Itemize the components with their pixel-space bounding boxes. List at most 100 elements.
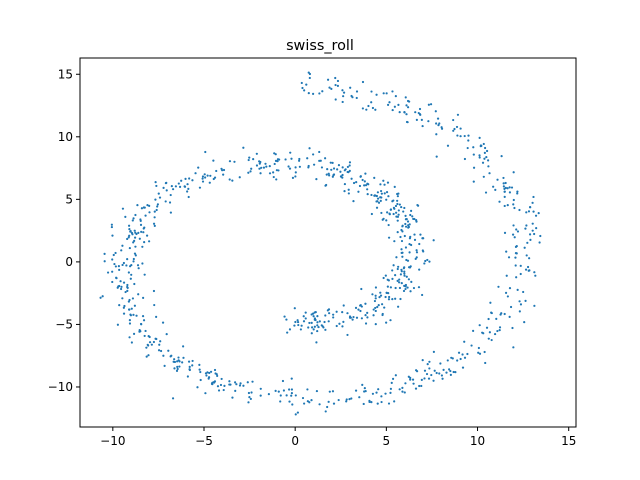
scatter-point — [122, 281, 126, 284]
scatter-point — [349, 86, 352, 89]
scatter-point — [290, 388, 294, 391]
scatter-point — [406, 220, 410, 223]
scatter-point — [470, 344, 473, 347]
scatter-point — [296, 320, 300, 324]
scatter-point — [466, 146, 469, 150]
scatter-point — [502, 176, 505, 180]
scatter-point — [384, 274, 387, 277]
scatter-point — [509, 305, 513, 309]
scatter-point — [322, 326, 325, 329]
scatter-point — [415, 251, 419, 254]
scatter-point — [126, 285, 129, 289]
scatter-point — [355, 316, 359, 319]
scatter-point — [404, 218, 408, 221]
scatter-point — [272, 171, 275, 174]
scatter-point — [526, 241, 529, 244]
scatter-point — [385, 219, 388, 222]
scatter-point — [332, 316, 335, 319]
x-axis-ticks: −10 −5 0 5 10 15 — [100, 427, 576, 448]
scatter-point — [312, 328, 315, 331]
scatter-point — [133, 252, 137, 255]
scatter-point — [426, 363, 429, 366]
scatter-point — [448, 368, 451, 371]
scatter-point — [393, 207, 396, 210]
scatter-point — [164, 182, 167, 185]
scatter-point — [375, 206, 379, 209]
scatter-point — [274, 389, 277, 393]
scatter-point — [382, 179, 385, 182]
scatter-point — [406, 99, 410, 103]
scatter-point — [377, 304, 380, 307]
scatter-point — [305, 83, 308, 86]
scatter-point — [347, 192, 350, 195]
scatter-point — [518, 310, 521, 313]
scatter-point — [522, 290, 525, 294]
scatter-point — [352, 200, 355, 203]
scatter-point — [361, 80, 365, 84]
scatter-point — [403, 270, 406, 273]
scatter-point — [348, 161, 352, 164]
scatter-point — [526, 265, 530, 269]
scatter-point — [418, 268, 421, 271]
scatter-point — [196, 386, 199, 389]
scatter-point — [461, 353, 464, 356]
scatter-point — [355, 96, 358, 100]
scatter-point — [209, 370, 213, 373]
scatter-point — [423, 262, 426, 265]
scatter-point — [142, 227, 145, 230]
scatter-point — [405, 258, 408, 262]
scatter-point — [153, 224, 156, 227]
scatter-point — [284, 158, 287, 161]
scatter-point — [441, 377, 444, 380]
scatter-point — [129, 230, 132, 233]
scatter-point — [258, 162, 261, 165]
scatter-point — [361, 383, 364, 386]
scatter-point — [319, 159, 322, 162]
scatter-point — [286, 331, 289, 334]
scatter-point — [406, 259, 410, 262]
scatter-point — [449, 373, 452, 376]
scatter-point — [145, 346, 148, 349]
scatter-point — [293, 307, 296, 310]
scatter-point — [228, 380, 231, 383]
scatter-point — [384, 295, 387, 299]
scatter-point — [294, 166, 297, 169]
scatter-point — [180, 179, 183, 182]
scatter-point — [341, 173, 344, 177]
scatter-point — [383, 183, 386, 186]
scatter-point — [114, 251, 117, 255]
scatter-point — [155, 184, 158, 188]
scatter-point — [404, 246, 408, 249]
scatter-point — [129, 277, 132, 280]
scatter-point — [366, 316, 369, 319]
scatter-point — [170, 185, 173, 188]
scatter-point — [205, 374, 208, 377]
scatter-point — [421, 237, 424, 240]
scatter-point — [341, 89, 344, 92]
scatter-point — [503, 204, 506, 208]
scatter-point — [336, 168, 339, 171]
scatter-point — [324, 184, 327, 187]
scatter-point — [365, 108, 368, 111]
scatter-point — [141, 245, 144, 248]
scatter-point — [183, 185, 186, 188]
scatter-point — [531, 222, 534, 225]
scatter-point — [463, 356, 467, 359]
scatter-point — [456, 113, 460, 116]
scatter-point — [533, 232, 536, 236]
scatter-point — [415, 369, 418, 372]
scatter-point — [158, 343, 161, 346]
scatter-point — [415, 249, 418, 252]
scatter-point — [136, 264, 140, 267]
scatter-point — [472, 329, 475, 332]
scatter-point — [282, 389, 285, 392]
scatter-point — [449, 369, 452, 373]
scatter-point — [250, 167, 253, 170]
scatter-point — [181, 361, 184, 364]
scatter-point — [132, 241, 135, 244]
scatter-point — [374, 297, 377, 300]
scatter-point — [508, 191, 512, 194]
scatter-point — [472, 180, 475, 183]
scatter-point — [434, 110, 437, 113]
scatter-point — [529, 206, 532, 209]
